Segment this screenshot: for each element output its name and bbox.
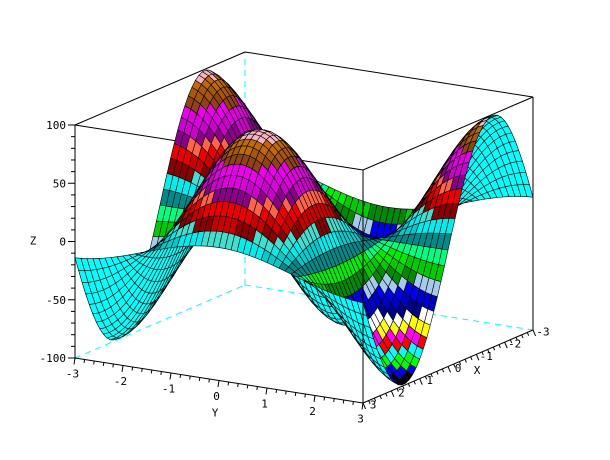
- y-tick-label: 2: [309, 405, 316, 418]
- surface-facets: [74, 69, 534, 386]
- z-tick-label: 50: [53, 177, 66, 190]
- z-axis-title: Z: [30, 235, 37, 248]
- box-edge: [74, 51, 246, 126]
- y-tick-label: -2: [114, 375, 127, 388]
- hidden-box-edge: [74, 284, 246, 359]
- box-edge: [362, 96, 534, 171]
- x-tick-label: -2: [508, 338, 521, 351]
- y-tick-label: -1: [162, 383, 175, 396]
- x-tick-label: 1: [426, 374, 433, 387]
- y-axis-title: Y: [212, 407, 219, 420]
- z-tick-label: -100: [40, 352, 67, 365]
- x-tick-label: -3: [536, 326, 549, 339]
- z-tick-label: 100: [46, 119, 66, 132]
- x-tick-label: 3: [370, 399, 377, 412]
- x-tick-label: -1: [480, 350, 493, 363]
- y-tick-label: -3: [66, 368, 79, 381]
- y-tick-label: 3: [357, 413, 364, 426]
- y-tick-label: 1: [261, 398, 268, 411]
- z-tick-label: 0: [59, 236, 66, 249]
- box-edge: [244, 51, 534, 98]
- z-tick-label: -50: [46, 294, 66, 307]
- x-tick-label: 2: [398, 386, 405, 399]
- x-tick-label: 0: [455, 362, 462, 375]
- y-tick-label: 0: [213, 390, 220, 403]
- x-axis-title: X: [474, 364, 481, 377]
